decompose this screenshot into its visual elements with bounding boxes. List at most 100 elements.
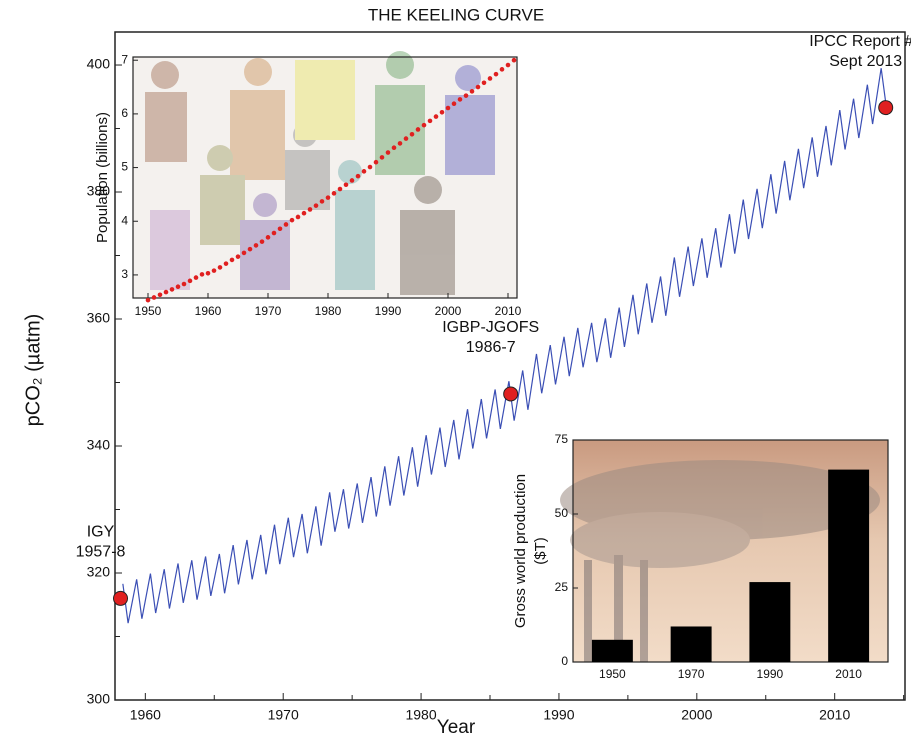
data-point xyxy=(163,289,169,295)
y-axis-label: pCO₂ (µatm) xyxy=(22,314,44,427)
data-point xyxy=(151,295,157,300)
x-tick-label: 1950 xyxy=(135,304,162,318)
data-point xyxy=(403,136,409,141)
y-tick-label: 6 xyxy=(121,106,128,120)
data-point xyxy=(253,243,259,248)
bar xyxy=(670,626,712,662)
data-point xyxy=(337,186,343,192)
inset-frame xyxy=(572,439,889,663)
event-marker xyxy=(878,100,894,116)
y-tick-label: 320 xyxy=(87,564,111,580)
data-point xyxy=(235,254,241,259)
data-point xyxy=(367,164,373,170)
data-point xyxy=(469,89,475,94)
data-point xyxy=(511,57,517,63)
bar xyxy=(749,582,791,662)
bar xyxy=(591,639,633,662)
data-point xyxy=(145,297,151,303)
x-tick-label: 2010 xyxy=(835,667,862,681)
x-axis-label: Year xyxy=(437,717,476,737)
data-line xyxy=(122,68,887,624)
data-point xyxy=(193,275,199,280)
event-marker xyxy=(113,590,129,606)
x-tick-label: 1950 xyxy=(599,667,626,681)
data-point xyxy=(487,76,493,81)
data-point xyxy=(433,114,439,119)
x-tick-label: 1970 xyxy=(268,707,299,723)
data-point xyxy=(325,195,331,200)
data-point xyxy=(361,169,367,174)
data-point xyxy=(313,203,319,208)
data-point xyxy=(277,226,283,232)
y-tick-label: 0 xyxy=(561,654,568,668)
x-tick-label: 1990 xyxy=(375,304,402,318)
x-tick-label: 1970 xyxy=(678,667,705,681)
data-point xyxy=(349,178,355,183)
data-point xyxy=(463,93,469,98)
data-point xyxy=(175,284,181,290)
y-tick-label: 7 xyxy=(121,52,128,66)
y-tick-label: 25 xyxy=(555,580,569,594)
x-tick-label: 1980 xyxy=(405,707,436,723)
inset-frame xyxy=(132,56,518,299)
x-tick-label: 1960 xyxy=(195,304,222,318)
data-point xyxy=(415,127,421,132)
data-point xyxy=(319,199,325,204)
x-tick-label: 2000 xyxy=(681,707,712,723)
y-tick-label: 300 xyxy=(87,691,111,707)
data-point xyxy=(421,122,427,128)
data-point xyxy=(475,84,481,90)
data-point xyxy=(157,292,163,298)
x-tick-label: 1970 xyxy=(255,304,282,318)
x-tick-label: 1990 xyxy=(757,667,784,681)
data-point xyxy=(391,145,397,151)
data-point xyxy=(187,278,193,284)
data-point xyxy=(181,281,187,287)
x-tick-label: 1960 xyxy=(130,707,161,723)
event-label: IGBP-JGOFS xyxy=(442,319,539,336)
y-tick-label: 360 xyxy=(87,310,111,326)
data-point xyxy=(205,271,211,276)
smokestacks-illustration xyxy=(560,460,880,662)
data-point xyxy=(379,155,385,160)
y-tick-label: 380 xyxy=(87,183,111,199)
data-point xyxy=(307,207,313,212)
data-point xyxy=(355,173,361,179)
x-tick-label: 2010 xyxy=(819,707,850,723)
event-label: 1986-7 xyxy=(466,339,516,356)
event-label: 1957-8 xyxy=(76,544,126,561)
y-axis-label: Population (billions) xyxy=(94,112,111,243)
data-point xyxy=(295,214,301,220)
data-point xyxy=(409,131,415,137)
chart-title: THE KEELING CURVE xyxy=(368,5,544,24)
data-point xyxy=(259,239,265,244)
data-point xyxy=(241,250,247,256)
x-tick-label: 2010 xyxy=(495,304,522,318)
x-tick-label: 2000 xyxy=(435,304,462,318)
event-label: IGY xyxy=(87,524,115,541)
data-point xyxy=(265,235,271,240)
data-point xyxy=(397,141,403,146)
inset-bg xyxy=(133,57,517,298)
data-point xyxy=(169,287,175,292)
y-tick-label: 340 xyxy=(87,437,111,453)
data-point xyxy=(283,222,289,227)
y-tick-label: 50 xyxy=(555,506,569,520)
data-point xyxy=(331,191,337,196)
data-point xyxy=(343,182,349,188)
x-tick-label: 1980 xyxy=(315,304,342,318)
data-point xyxy=(301,210,307,216)
data-point xyxy=(451,101,457,106)
data-point xyxy=(247,246,253,252)
y-axis-label: ($T) xyxy=(532,537,549,565)
data-point xyxy=(445,105,451,111)
y-tick-label: 3 xyxy=(121,267,128,281)
data-point xyxy=(199,272,205,277)
data-point xyxy=(289,217,295,223)
event-label: IPCC Report #5 xyxy=(809,33,911,50)
event-marker xyxy=(503,386,519,402)
event-label: Sept 2013 xyxy=(829,53,902,70)
population-inset-bg xyxy=(132,51,518,299)
data-point xyxy=(229,257,235,263)
